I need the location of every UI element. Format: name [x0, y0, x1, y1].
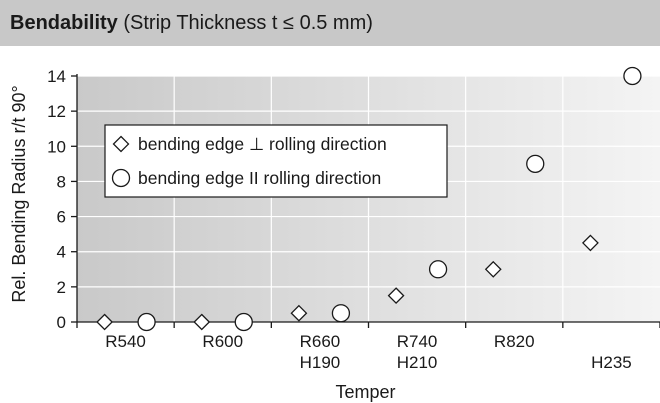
data-points: [96, 66, 642, 332]
data-point-circle: [331, 304, 351, 323]
legend-box: [104, 124, 448, 198]
y-tick-label: 0: [57, 313, 66, 332]
data-point-circle: [623, 66, 642, 86]
data-point-diamond: [387, 287, 405, 305]
x-tick-label: H210: [397, 353, 438, 372]
y-tick-label: 6: [57, 208, 66, 227]
data-point-diamond: [484, 260, 502, 278]
title-bar: Bendability (Strip Thickness t ≤ 0.5 mm): [0, 0, 660, 46]
data-point-diamond: [96, 313, 114, 331]
data-point-circle: [234, 312, 253, 332]
data-point-diamond: [193, 313, 211, 331]
x-tick-label: R540: [105, 332, 146, 351]
data-point-diamond: [290, 304, 308, 322]
data-point-circle: [137, 312, 156, 332]
legend: bending edge ⊥ rolling direction bending …: [104, 124, 448, 198]
diamond-icon: [112, 135, 130, 153]
x-tick-label: R600: [202, 332, 243, 351]
y-tick-label: 2: [57, 278, 66, 297]
data-point-circle: [428, 260, 448, 279]
y-axis-label: Rel. Bending Radius r/t 90°: [9, 85, 29, 302]
legend-entry: bending edge II rolling direction: [138, 168, 381, 188]
x-axis-label: Temper: [335, 382, 395, 402]
axes: [71, 74, 660, 328]
y-tick-labels: 0 2 4 6 8 10 12 14: [47, 67, 66, 332]
chart-title-bold: Bendability: [10, 11, 118, 34]
legend-entry: bending edge ⊥ rolling direction: [138, 134, 387, 154]
x-tick-labels: R540 R600 R660 H190 R740 H210 R820 H235: [105, 332, 631, 372]
x-tick-label: R820: [494, 332, 535, 351]
chart-title-rest: (Strip Thickness t ≤ 0.5 mm): [117, 11, 373, 34]
data-point-circle: [526, 154, 545, 174]
x-tick-label: R660: [300, 332, 341, 351]
y-tick-label: 10: [47, 137, 66, 156]
data-point-diamond: [581, 234, 599, 252]
y-tick-label: 8: [57, 172, 66, 191]
y-tick-label: 14: [47, 67, 66, 86]
circle-icon: [111, 168, 131, 188]
y-tick-label: 12: [47, 102, 66, 121]
chart-title: Bendability (Strip Thickness t ≤ 0.5 mm): [0, 12, 373, 35]
y-tick-label: 4: [57, 243, 66, 262]
x-tick-label: H235: [591, 353, 632, 372]
x-tick-label: R740: [397, 332, 438, 351]
x-tick-label: H190: [300, 353, 341, 372]
